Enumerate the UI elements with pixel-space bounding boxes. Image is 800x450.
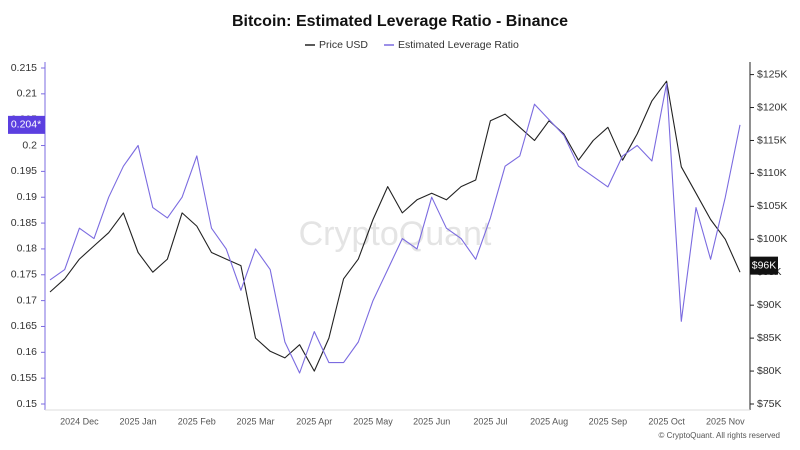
footer: © CryptoQuant. All rights reserved bbox=[659, 431, 781, 440]
y-tick-label: 0.215 bbox=[11, 62, 37, 74]
watermark: CryptoQuant bbox=[299, 215, 492, 253]
series-line bbox=[49, 80, 741, 372]
y2-tick-label: $85K bbox=[757, 332, 782, 344]
y2-tick-label: $75K bbox=[757, 398, 782, 410]
x-tick-label: 2025 Oct bbox=[648, 416, 685, 426]
series-line bbox=[49, 82, 741, 374]
x-tick-label: 2025 Sep bbox=[589, 416, 628, 426]
x-tick-label: 2025 Aug bbox=[530, 416, 568, 426]
y-tick-label: 0.155 bbox=[11, 372, 37, 384]
annotation-box bbox=[750, 256, 778, 275]
x-tick-label: 2025 Jul bbox=[473, 416, 507, 426]
y-tick-label: 0.15 bbox=[17, 398, 38, 410]
y-tick-label: 0.17 bbox=[17, 294, 38, 306]
y-tick-label: 0.2 bbox=[22, 139, 37, 151]
y2-tick-label: $100K bbox=[757, 233, 787, 245]
y2-tick-label: $90K bbox=[757, 299, 782, 311]
x-tick-label: 2025 Apr bbox=[296, 416, 332, 426]
legend-label: Price USD bbox=[319, 39, 368, 51]
y2-tick-label: $110K bbox=[757, 167, 787, 179]
y-tick-label: 0.185 bbox=[11, 217, 37, 229]
y-tick-label: 0.18 bbox=[17, 243, 38, 255]
x-tick-label: 2025 Mar bbox=[237, 416, 275, 426]
y-tick-label: 0.165 bbox=[11, 320, 37, 332]
y-tick-label: 0.19 bbox=[17, 191, 38, 203]
annotation-box bbox=[8, 115, 45, 134]
y2-tick-label: $125K bbox=[757, 68, 787, 80]
y2-tick-label: $120K bbox=[757, 101, 787, 113]
y-tick-label: 0.21 bbox=[17, 88, 38, 100]
legend-label: Estimated Leverage Ratio bbox=[398, 39, 519, 51]
y-tick-label: 0.175 bbox=[11, 269, 37, 281]
y2-tick-label: $105K bbox=[757, 200, 787, 212]
annotation-label: $96K bbox=[752, 259, 777, 271]
x-tick-label: 2025 Jun bbox=[413, 416, 450, 426]
chart-title: Bitcoin: Estimated Leverage Ratio - Bina… bbox=[232, 13, 568, 30]
y2-tick-label: $80K bbox=[757, 365, 782, 377]
x-tick-label: 2025 Feb bbox=[178, 416, 216, 426]
annotation-label: 0.204* bbox=[11, 119, 41, 131]
x-tick-label: 2025 Nov bbox=[706, 416, 745, 426]
x-tick-label: 2024 Dec bbox=[60, 416, 99, 426]
x-tick-label: 2025 Jan bbox=[120, 416, 157, 426]
y2-tick-label: $115K bbox=[757, 134, 787, 146]
y-tick-label: 0.16 bbox=[17, 346, 38, 358]
y-tick-label: 0.195 bbox=[11, 165, 37, 177]
x-tick-label: 2025 May bbox=[353, 416, 393, 426]
